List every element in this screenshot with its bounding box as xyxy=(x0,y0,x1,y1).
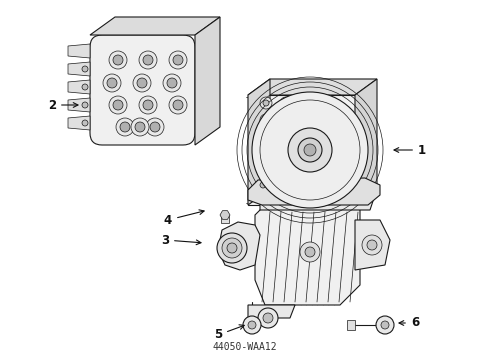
Circle shape xyxy=(109,96,127,114)
Circle shape xyxy=(303,100,309,106)
Polygon shape xyxy=(90,17,220,35)
Polygon shape xyxy=(347,320,355,330)
Polygon shape xyxy=(355,220,390,270)
Circle shape xyxy=(163,74,181,92)
Circle shape xyxy=(82,84,88,90)
Text: 5: 5 xyxy=(214,325,244,342)
Circle shape xyxy=(304,144,316,156)
Circle shape xyxy=(263,100,269,106)
Polygon shape xyxy=(248,178,380,205)
Circle shape xyxy=(323,100,329,106)
Polygon shape xyxy=(68,80,90,94)
Circle shape xyxy=(256,140,276,160)
Circle shape xyxy=(305,247,315,257)
Circle shape xyxy=(113,100,123,110)
Polygon shape xyxy=(68,62,90,76)
Polygon shape xyxy=(248,79,377,95)
Circle shape xyxy=(82,66,88,72)
Polygon shape xyxy=(68,98,90,112)
Circle shape xyxy=(139,96,157,114)
Circle shape xyxy=(137,78,147,88)
Text: 44050-WAA12: 44050-WAA12 xyxy=(213,342,277,352)
Circle shape xyxy=(150,122,160,132)
Polygon shape xyxy=(248,305,295,318)
Circle shape xyxy=(376,316,394,334)
FancyBboxPatch shape xyxy=(90,35,195,145)
Circle shape xyxy=(143,100,153,110)
Circle shape xyxy=(328,140,348,160)
Circle shape xyxy=(327,179,339,191)
FancyBboxPatch shape xyxy=(248,95,355,205)
Circle shape xyxy=(333,145,343,155)
Circle shape xyxy=(298,138,322,162)
Circle shape xyxy=(367,240,377,250)
Circle shape xyxy=(217,233,247,263)
Circle shape xyxy=(257,179,269,191)
Circle shape xyxy=(131,118,149,136)
Circle shape xyxy=(260,114,272,126)
Circle shape xyxy=(260,182,266,188)
Circle shape xyxy=(248,321,256,329)
Circle shape xyxy=(303,117,309,123)
Circle shape xyxy=(103,74,121,92)
Circle shape xyxy=(261,145,271,155)
Polygon shape xyxy=(260,195,375,210)
Circle shape xyxy=(243,316,261,334)
Polygon shape xyxy=(218,222,260,270)
Circle shape xyxy=(260,97,272,109)
Circle shape xyxy=(300,114,312,126)
Circle shape xyxy=(258,308,278,328)
Circle shape xyxy=(146,118,164,136)
Text: 2: 2 xyxy=(48,99,78,112)
Circle shape xyxy=(133,74,151,92)
Circle shape xyxy=(320,97,332,109)
Circle shape xyxy=(280,182,286,188)
Text: 4: 4 xyxy=(164,210,204,226)
Circle shape xyxy=(82,102,88,108)
Polygon shape xyxy=(255,195,360,305)
Circle shape xyxy=(280,114,292,126)
Circle shape xyxy=(263,117,269,123)
Circle shape xyxy=(173,100,183,110)
Circle shape xyxy=(143,55,153,65)
Circle shape xyxy=(277,179,289,191)
Circle shape xyxy=(107,78,117,88)
Circle shape xyxy=(167,78,177,88)
Polygon shape xyxy=(68,44,90,58)
Circle shape xyxy=(362,235,382,255)
Circle shape xyxy=(116,118,134,136)
Text: 6: 6 xyxy=(399,316,419,329)
Polygon shape xyxy=(355,79,377,205)
Circle shape xyxy=(263,313,273,323)
Circle shape xyxy=(280,97,292,109)
Circle shape xyxy=(283,117,289,123)
Polygon shape xyxy=(195,17,220,145)
Circle shape xyxy=(227,243,237,253)
Circle shape xyxy=(283,100,289,106)
Circle shape xyxy=(120,122,130,132)
Circle shape xyxy=(82,120,88,126)
Polygon shape xyxy=(220,211,230,219)
Circle shape xyxy=(300,242,320,262)
Circle shape xyxy=(135,122,145,132)
Circle shape xyxy=(300,97,312,109)
Text: 3: 3 xyxy=(161,234,201,247)
Circle shape xyxy=(222,238,242,258)
Circle shape xyxy=(288,128,332,172)
Circle shape xyxy=(330,182,336,188)
Circle shape xyxy=(173,55,183,65)
Circle shape xyxy=(169,96,187,114)
Polygon shape xyxy=(221,215,229,223)
Circle shape xyxy=(381,321,389,329)
Circle shape xyxy=(169,51,187,69)
Circle shape xyxy=(113,55,123,65)
Circle shape xyxy=(139,51,157,69)
Polygon shape xyxy=(68,116,90,130)
Circle shape xyxy=(109,51,127,69)
Circle shape xyxy=(252,92,368,208)
Polygon shape xyxy=(248,79,270,205)
Text: 1: 1 xyxy=(394,144,426,157)
